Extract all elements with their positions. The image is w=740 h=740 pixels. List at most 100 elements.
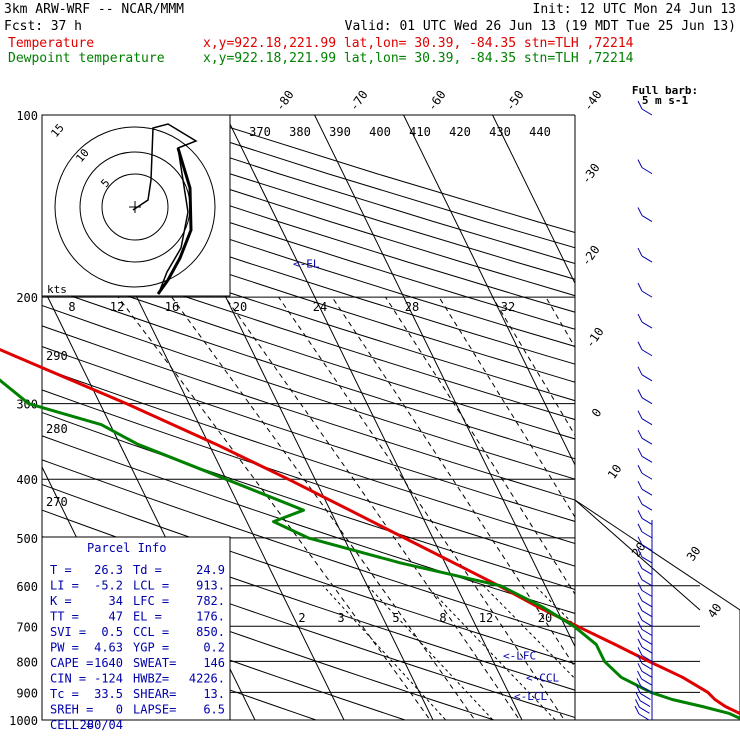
wind-barb (641, 349, 653, 357)
parcel-info-cell: YGP = (133, 641, 169, 655)
wind-barb (637, 602, 643, 611)
wind-barb (637, 536, 643, 545)
parcel-info-cell: LAPSE= (133, 703, 176, 717)
temperature-line (0, 348, 740, 716)
wind-barb (637, 582, 643, 591)
theta-label: 430 (489, 125, 511, 139)
mixing-ratio-line (426, 585, 556, 720)
dry-adiabat (42, 304, 575, 480)
wind-barb (637, 313, 643, 323)
parcel-info-cell: 146 (203, 656, 225, 670)
moist-adiabat (171, 296, 476, 720)
wind-barb (641, 600, 653, 608)
parcel-info-cell: 0 (116, 703, 123, 717)
parcel-info-cell: 33.5 (94, 687, 123, 701)
wind-barb (641, 678, 652, 686)
valid-time: Valid: 01 UTC Wed 26 Jun 13 (19 MDT Tue … (345, 19, 736, 34)
temperature-tick-label: -50 (503, 88, 527, 114)
parcel-info-cell: 0.5 (101, 625, 123, 639)
theta-label: 410 (409, 125, 431, 139)
dry-adiabat (42, 247, 575, 421)
hodograph-speed-label: 12 (110, 300, 124, 314)
parcel-info-cell: 1640 (94, 656, 123, 670)
wind-barb (637, 663, 643, 672)
hodograph-inset: 5 10 15 kts (41, 114, 231, 297)
theta-label: 380 (289, 125, 311, 139)
theta-label: 440 (529, 125, 551, 139)
wind-barb (641, 646, 653, 654)
temperature-tick-label: -30 (579, 161, 603, 187)
wind-barb (637, 621, 643, 630)
temperature-tick-label: -80 (273, 88, 297, 114)
wind-barb (638, 713, 650, 721)
wind-barb (641, 654, 653, 662)
hodograph-speed-label: 20 (233, 300, 247, 314)
hodograph-ring (101, 173, 169, 241)
wind-barb (641, 568, 653, 576)
wind-barb (637, 495, 643, 505)
wind-barb (637, 560, 643, 569)
moist-adiabat (438, 296, 575, 519)
wind-barb (636, 685, 641, 694)
hodograph-ring (54, 126, 216, 288)
theta-label: 370 (249, 125, 271, 139)
wind-barb (637, 523, 643, 533)
mixing-ratio-label: 12 (479, 611, 493, 625)
wind-barb (640, 685, 652, 693)
dry-adiabat (42, 483, 575, 665)
isotherm (314, 115, 575, 648)
mixing-ratio-label: 8 (439, 611, 446, 625)
parcel-info-cell: -5.2 (94, 579, 123, 593)
hodograph-speed-label: 28 (405, 300, 419, 314)
pressure-tick-label: 800 (16, 655, 38, 669)
dry-adiabat-label: 280 (46, 422, 68, 436)
wind-barb (637, 159, 643, 168)
dry-adiabat (42, 411, 575, 590)
forecast-hour: 37 h (51, 19, 82, 34)
wind-barb (637, 207, 643, 216)
wind-barb (641, 472, 653, 480)
wind-barb (641, 556, 653, 564)
temperature-tick-label: 10 (605, 462, 625, 482)
parcel-info-cell: TT = (50, 610, 79, 624)
parcel-info-cell: 280/04 (80, 718, 123, 732)
full-barb-units: 5 m s-1 (642, 94, 689, 107)
wind-barb (637, 410, 643, 419)
level-annotation: <-EL (293, 258, 320, 271)
mixing-ratio-label: 3 (337, 611, 344, 625)
parcel-info-cell: SHEAR= (133, 687, 176, 701)
parcel-info-cell: 913. (196, 579, 225, 593)
parcel-info-cell: SWEAT= (133, 656, 176, 670)
wind-barb (637, 480, 643, 490)
wind-barb (641, 619, 653, 627)
wind-barb (637, 282, 643, 292)
parcel-info-cell: Td = (133, 563, 162, 577)
wind-barb (641, 579, 653, 587)
parcel-info-cell: 47 (109, 610, 123, 624)
parcel-info-cell: K = (50, 594, 72, 608)
wind-barb (636, 678, 642, 687)
temperature-tick-label: -70 (347, 88, 371, 114)
temperature-tick-label: -60 (425, 88, 449, 114)
wind-barb (637, 389, 643, 398)
wind-barb (637, 571, 643, 581)
model-title: 3km ARW-WRF -- NCAR/MMM (4, 2, 184, 17)
mixing-ratio-label: 20 (538, 611, 552, 625)
dewpoint-legend: Dewpoint temperature (8, 51, 165, 66)
wind-barb (641, 167, 653, 175)
isotherm (492, 115, 575, 285)
wind-barb (641, 374, 653, 382)
wind-barb (641, 531, 653, 539)
pressure-tick-label: 500 (16, 532, 38, 546)
wind-barb (641, 590, 653, 597)
mixing-ratio-line (367, 585, 494, 720)
wind-barb (637, 448, 643, 457)
hodograph-speed-label: 32 (501, 300, 515, 314)
parcel-info-cell: LI = (50, 579, 79, 593)
level-annotation: <-LCL (514, 690, 547, 703)
temperature-tick-label: -40 (581, 88, 605, 114)
parcel-info-cell: CAPE = (50, 656, 93, 670)
parcel-info-cell: 4226. (189, 672, 225, 686)
parcel-info-cell: HWBZ= (133, 672, 169, 686)
